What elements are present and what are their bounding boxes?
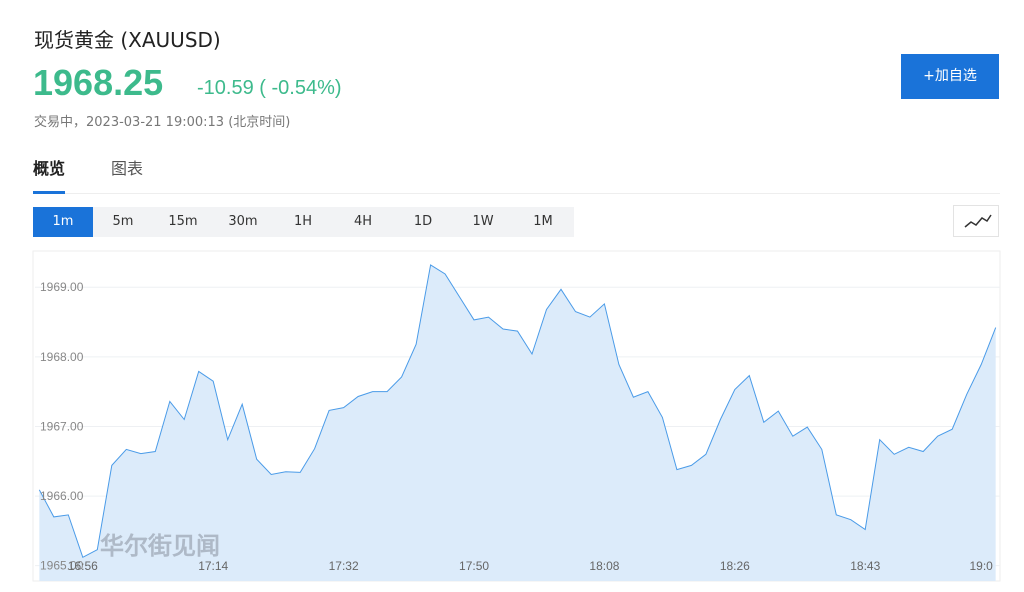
area bbox=[39, 264, 996, 581]
x-tick-label: 17:32 bbox=[329, 559, 359, 573]
watermark: 华尔街见闻 bbox=[100, 531, 220, 560]
tab[interactable]: 概览 bbox=[33, 155, 66, 194]
x-tick-label: 18:43 bbox=[850, 559, 880, 573]
x-tick-label: 18:26 bbox=[720, 559, 750, 573]
tab[interactable]: 图表 bbox=[111, 159, 144, 178]
tab-bar: 概览 图表 bbox=[33, 155, 1000, 194]
add-watchlist-button[interactable]: +加自选 bbox=[901, 54, 999, 99]
x-tick-label: 18:08 bbox=[589, 559, 619, 573]
interval-button[interactable]: 1D bbox=[413, 214, 433, 229]
interval-button[interactable]: 1m bbox=[33, 207, 93, 237]
icon bbox=[964, 214, 992, 228]
chart-type-button[interactable] bbox=[953, 205, 999, 237]
status: 交易中，2023-03-21 19:00:13 (北京时间) bbox=[34, 115, 291, 130]
x-tick-label: 19:0 bbox=[969, 559, 993, 573]
interval-bar: 1m 5m 15m 30m 1H 4H 1D 1W 1M bbox=[33, 207, 574, 237]
y-tick-label: 1969.00 bbox=[40, 280, 84, 294]
interval-button[interactable]: 15m bbox=[168, 214, 198, 229]
interval-button[interactable]: 1M bbox=[533, 214, 553, 229]
line bbox=[38, 264, 997, 559]
change: -10.59 ( -0.54%) bbox=[197, 77, 342, 99]
y-tick-label: 1967.00 bbox=[40, 419, 84, 433]
interval-button[interactable]: 5m bbox=[112, 214, 134, 229]
interval-button[interactable]: 30m bbox=[228, 214, 258, 229]
interval-button[interactable]: 1H bbox=[293, 214, 313, 229]
x-tick-label: 17:14 bbox=[198, 559, 228, 573]
x-tick-label: 17:50 bbox=[459, 559, 489, 573]
x-tick-label: 16:56 bbox=[68, 559, 98, 573]
price: 1968.25 bbox=[33, 62, 164, 103]
interval-button[interactable]: 1W bbox=[472, 214, 494, 229]
y-tick-label: 1966.00 bbox=[40, 489, 84, 503]
title: 现货黄金 (XAUUSD) bbox=[34, 28, 221, 52]
interval-button[interactable]: 4H bbox=[353, 214, 373, 229]
y-tick-label: 1968.00 bbox=[40, 350, 84, 364]
y-tick-label: 1965.00 bbox=[40, 559, 84, 573]
